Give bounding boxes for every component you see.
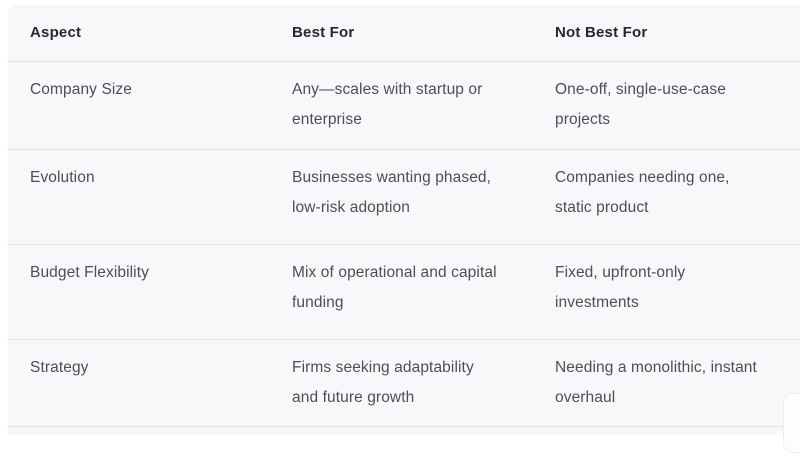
cell-not-best-for: Fixed, upfront-only investments	[555, 245, 800, 318]
table-row: Budget Flexibility Mix of operational an…	[8, 245, 800, 340]
column-header-best-for: Best For	[292, 18, 555, 48]
cell-not-best-for: One-off, single-use-case projects	[555, 62, 800, 135]
column-header-aspect: Aspect	[30, 18, 292, 48]
column-header-not-best-for: Not Best For	[555, 18, 800, 48]
table-row: Strategy Firms seeking adaptability and …	[8, 340, 800, 427]
cell-aspect: Evolution	[30, 150, 292, 193]
table-row: Company Size Any—scales with startup or …	[8, 62, 800, 150]
comparison-table-card: Aspect Best For Not Best For Company Siz…	[8, 5, 800, 435]
cell-not-best-for: Needing a monolithic, instant overhaul	[555, 340, 800, 413]
floating-widget-corner	[783, 393, 800, 453]
cell-aspect: Company Size	[30, 62, 292, 105]
cell-aspect: Strategy	[30, 340, 292, 383]
cell-best-for: Mix of operational and capital funding	[292, 245, 555, 318]
table-row: Evolution Businesses wanting phased, low…	[8, 150, 800, 245]
cell-best-for: Businesses wanting phased, low-risk adop…	[292, 150, 555, 223]
cell-aspect: Budget Flexibility	[30, 245, 292, 288]
cell-not-best-for: Companies needing one, static product	[555, 150, 800, 223]
cell-best-for: Firms seeking adaptability and future gr…	[292, 340, 555, 413]
table-header-row: Aspect Best For Not Best For	[8, 5, 800, 62]
cell-best-for: Any—scales with startup or enterprise	[292, 62, 555, 135]
